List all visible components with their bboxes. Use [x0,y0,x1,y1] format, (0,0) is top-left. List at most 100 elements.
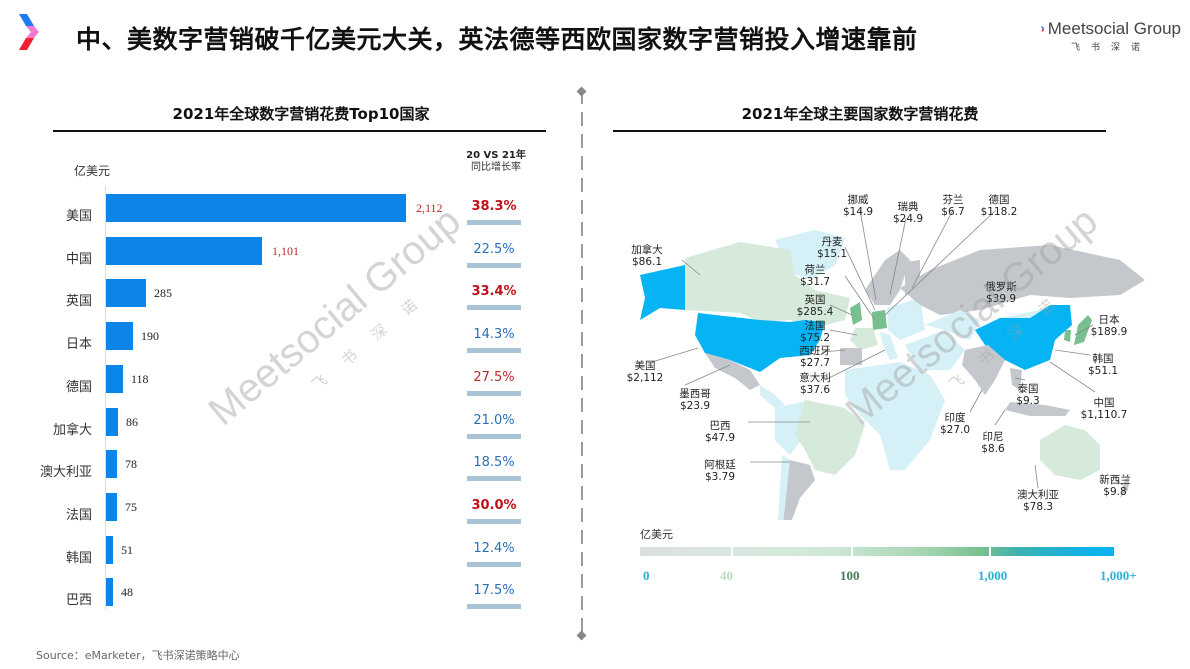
legend-tick-label: 0 [643,568,650,583]
bar [106,535,113,564]
map-country-name: 韩国 [1092,353,1114,365]
map-russia [900,245,1145,315]
growth-underline [467,604,521,610]
map-new-zealand [1120,475,1130,498]
logo-subtext: 飞书深诺 [1071,43,1152,53]
bar-value-label: 118 [131,371,149,386]
map-country-value: $118.2 [980,206,1018,218]
map-country-name: 挪威 [847,194,869,206]
bar-value-label: 51 [121,542,133,557]
map-country-name: 加拿大 [631,244,663,256]
map-country-name: 澳大利亚 [1017,489,1059,501]
bar-value-label: 78 [125,457,137,472]
bar-country-label: 法国 [65,507,92,523]
map-argentina [780,460,815,520]
map-country-label: 丹麦 $15.1 [802,236,862,260]
map-country-value: $3.79 [704,471,736,483]
bar [106,578,113,607]
map-country-label: 新西兰 $9.8 [1085,474,1145,498]
bar-row: 澳大利亚 78 18.5% [0,450,560,493]
bar-value-label: 2,112 [416,201,443,215]
map-country-label: 韩国 $51.1 [1073,353,1133,377]
bar-value-label: 1,101 [272,243,299,258]
growth-rate: 18.5% [473,455,515,471]
map-country-label: 美国 $2,112 [615,360,675,384]
bar-row: 加拿大 86 21.0% [0,407,560,451]
map-country-value: $27.0 [939,424,971,436]
page-title: 中、美数字营销破千亿美元大关，英法德等西欧国家数字营销投入增速靠前 [76,25,918,54]
bar-country-label: 韩国 [65,550,92,566]
legend-tick-label: 1,000 [978,568,1008,583]
map-country-value: $47.9 [704,432,736,444]
map-country-value: $78.3 [1022,501,1054,513]
map-country-name: 意大利 [799,372,831,384]
map-country-label: 澳大利亚 $78.3 [1008,489,1068,513]
map-east-europe [887,298,925,340]
bar [106,407,118,436]
map-country-value: $2,112 [626,372,664,384]
bar-unit-label: 亿美元 [74,164,111,178]
bar [106,492,117,521]
growth-rate: 30.0% [471,497,517,513]
map-country-name: 日本 [1098,314,1120,326]
world-map [640,209,1145,520]
map-country-value: $6.7 [941,206,965,218]
bar-row: 中国 1,101 22.5% [0,236,560,280]
left-panel-title: 2021年全球数字营销花费Top10国家 [172,105,430,123]
map-country-value: $14.9 [842,206,874,218]
growth-underline [467,518,521,524]
bar-row: 美国 2,112 38.3% [0,194,560,237]
map-country-value: $37.6 [799,384,831,396]
bar-country-label: 英国 [65,294,92,310]
bar-value-label: 86 [126,414,138,429]
map-brazil [795,400,865,475]
map-country-label: 英国 $285.4 [785,294,845,318]
map-france [850,328,878,350]
brand-chevron-icon [19,14,39,50]
map-country-label: 德国 $118.2 [969,194,1029,218]
map-country-label: 意大利 $37.6 [785,372,845,396]
bar-row: 韩国 51 12.4% [0,535,560,579]
bar-country-label: 澳大利亚 [39,465,92,481]
map-country-name: 法国 [804,320,826,332]
bar-country-label: 巴西 [65,593,92,609]
legend-tick-label: 1,000+ [1100,568,1137,583]
map-country-value: $189.9 [1090,326,1128,338]
map-country-label: 印尼 $8.6 [963,431,1023,455]
bar-country-label: 日本 [65,337,92,353]
map-country-label: 瑞典 $24.9 [878,201,938,225]
map-china [975,305,1072,370]
growth-rate: 22.5% [473,241,515,257]
map-country-label: 墨西哥 $23.9 [665,388,725,412]
company-logo: Meetsocial Group 飞书深诺 [1041,19,1181,53]
map-country-name: 墨西哥 [679,388,711,400]
map-country-value: $39.9 [985,293,1017,305]
bar-value-label: 285 [154,286,172,301]
growth-rate: 38.3% [471,199,517,214]
map-country-value: $31.7 [799,276,831,288]
growth-rate: 27.5% [473,369,515,385]
growth-rate: 14.3% [473,327,515,343]
bar-country-label: 加拿大 [52,422,92,438]
legend-tick-mark [851,547,853,556]
bar-row: 巴西 48 17.5% [0,578,560,621]
growth-rate: 12.4% [473,540,515,556]
map-country-label: 挪威 $14.9 [828,194,888,218]
map-country-name: 荷兰 [804,264,826,276]
right-panel-rule [613,130,1106,132]
map-country-name: 西班牙 [799,345,831,357]
map-country-value: $9.8 [1103,486,1127,498]
map-japan [1074,315,1092,345]
map-korea [1064,330,1071,342]
growth-underline [467,220,521,225]
map-canada [685,242,850,328]
map-country-value: $27.7 [799,357,831,369]
map-country-value: $8.6 [981,443,1005,455]
map-country-value: $23.9 [679,400,711,412]
bar-country-label: 中国 [65,251,92,267]
map-country-value: $75.2 [799,332,831,344]
map-country-name: 印尼 [982,431,1004,443]
bar-country-label: 美国 [65,209,92,224]
map-country-value: $15.1 [816,248,848,260]
map-country-label: 巴西 $47.9 [690,420,750,444]
